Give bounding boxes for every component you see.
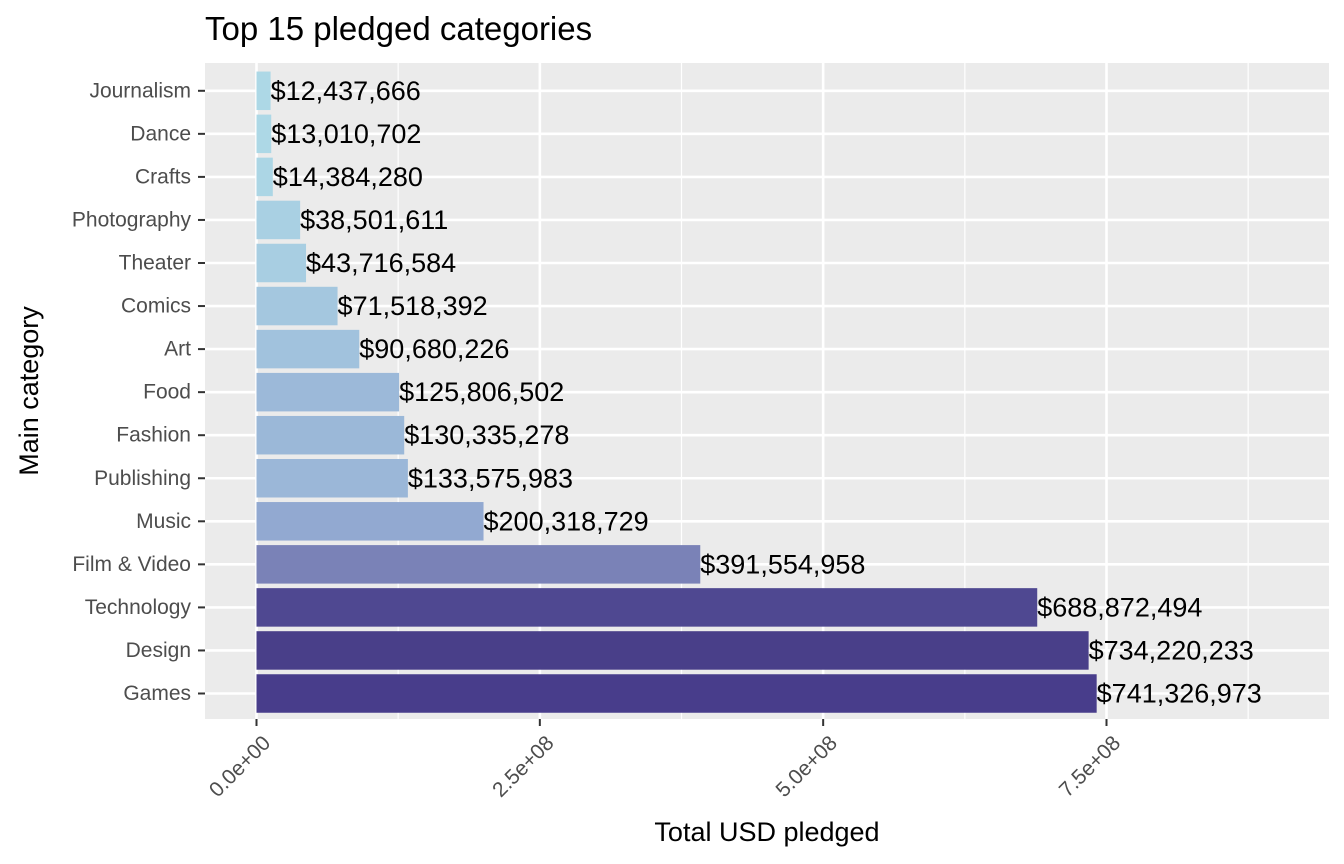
- bar: [256, 502, 484, 541]
- bar: [256, 674, 1097, 713]
- y-axis-title: Main category: [14, 306, 44, 476]
- bar: [256, 329, 360, 369]
- y-tick-label: Fashion: [116, 424, 191, 447]
- y-tick-label: Theater: [119, 252, 191, 275]
- x-tick-label: 0.0e+00: [205, 731, 275, 801]
- bar-value-label: $13,010,702: [271, 119, 421, 149]
- y-tick-label: Music: [136, 510, 191, 533]
- bar: [256, 200, 301, 240]
- bar-value-label: $741,326,973: [1097, 679, 1262, 709]
- bar-value-label: $200,318,729: [484, 506, 649, 536]
- x-tick-label: 5.0e+08: [772, 731, 842, 801]
- bar: [256, 114, 272, 154]
- x-tick-label: 7.5e+08: [1055, 731, 1125, 801]
- bar-value-label: $734,220,233: [1089, 635, 1254, 665]
- bar-value-label: $12,437,666: [271, 76, 421, 106]
- y-tick-label: Comics: [121, 295, 191, 318]
- y-tick-label: Art: [164, 338, 191, 361]
- bar: [256, 71, 271, 111]
- y-tick-label: Food: [143, 381, 191, 404]
- chart-title: Top 15 pledged categories: [205, 10, 592, 47]
- x-tick-label: 2.5e+08: [488, 731, 558, 801]
- bar-value-label: $14,384,280: [273, 162, 423, 192]
- bar: [256, 243, 307, 283]
- bar-value-label: $38,501,611: [300, 205, 448, 235]
- bar: [256, 372, 400, 412]
- y-tick-label: Journalism: [89, 79, 191, 102]
- y-tick-label: Photography: [72, 208, 192, 231]
- bar-value-label: $90,680,226: [359, 334, 509, 364]
- y-tick-label: Publishing: [94, 467, 191, 490]
- bar: [256, 545, 701, 584]
- bar-value-label: $391,554,958: [700, 549, 865, 579]
- bar-value-label: $71,518,392: [338, 291, 488, 321]
- bar-value-label: $130,335,278: [404, 420, 569, 450]
- y-tick-label: Games: [123, 682, 191, 705]
- y-axis: Journalism Dance Crafts Photography Theater C…: [72, 79, 205, 705]
- bar-value-label: $688,872,494: [1037, 592, 1202, 622]
- bar: [256, 157, 273, 197]
- bar-value-label: $43,716,584: [306, 248, 456, 278]
- bars: [256, 71, 1097, 713]
- y-tick-label: Design: [126, 639, 191, 662]
- y-tick-label: Dance: [130, 122, 191, 145]
- y-tick-label: Film & Video: [72, 553, 191, 576]
- bar: [256, 588, 1038, 627]
- y-tick-label: Technology: [85, 596, 192, 619]
- bar: [256, 459, 408, 498]
- bar: [256, 631, 1089, 670]
- data-labels: $12,437,666 $13,010,702 $14,384,280 $38,501…: [271, 76, 1262, 709]
- bar: [256, 286, 338, 326]
- x-axis-title: Total USD pledged: [654, 817, 879, 847]
- bar: [256, 415, 405, 455]
- bar-value-label: $125,806,502: [399, 377, 564, 407]
- x-axis: 0.0e+00 2.5e+08 5.0e+08 7.5e+08: [205, 719, 1125, 802]
- y-tick-label: Crafts: [135, 165, 191, 188]
- bar-value-label: $133,575,983: [408, 463, 573, 493]
